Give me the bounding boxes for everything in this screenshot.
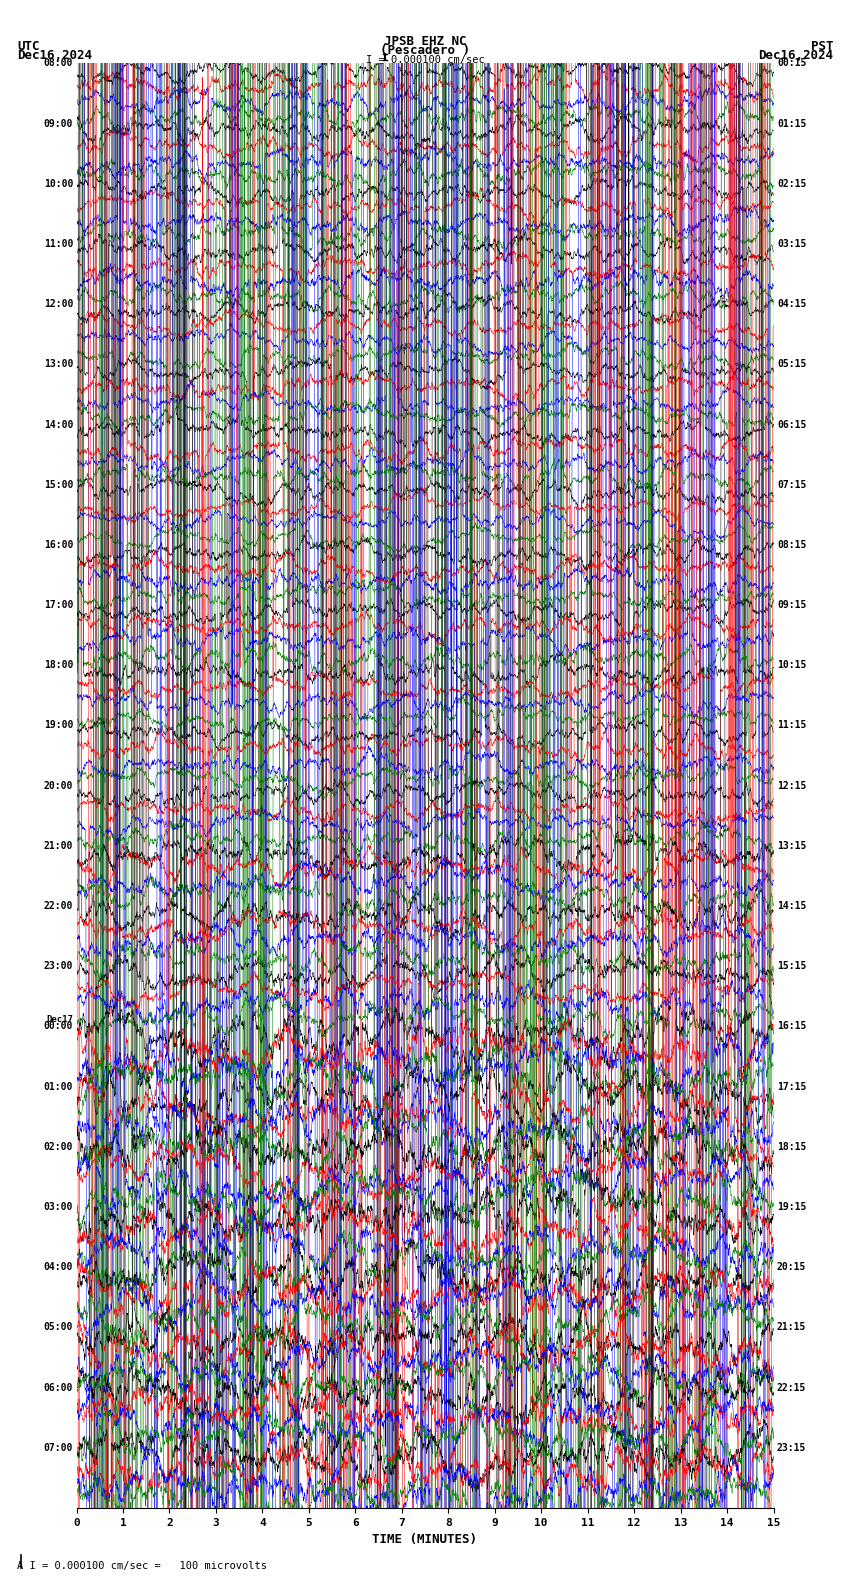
X-axis label: TIME (MINUTES): TIME (MINUTES) [372,1533,478,1546]
Text: 08:00: 08:00 [43,59,73,68]
Text: 19:00: 19:00 [43,721,73,730]
Text: 17:00: 17:00 [43,600,73,610]
Text: Dec16,2024: Dec16,2024 [758,49,833,62]
Text: (Pescadero ): (Pescadero ) [380,44,470,57]
Text: 02:15: 02:15 [777,179,807,188]
Text: PST: PST [811,40,833,52]
Text: 05:15: 05:15 [777,360,807,369]
Text: 16:00: 16:00 [43,540,73,550]
Text: 15:15: 15:15 [777,961,807,971]
Text: 22:15: 22:15 [777,1383,807,1392]
Text: 13:15: 13:15 [777,841,807,851]
Text: 11:15: 11:15 [777,721,807,730]
Text: 00:00: 00:00 [43,1022,73,1031]
Text: 09:15: 09:15 [777,600,807,610]
Text: 04:15: 04:15 [777,299,807,309]
Text: 05:00: 05:00 [43,1323,73,1332]
Text: 01:15: 01:15 [777,119,807,128]
Text: 07:00: 07:00 [43,1443,73,1453]
Text: 18:15: 18:15 [777,1142,807,1152]
Text: 03:00: 03:00 [43,1202,73,1212]
Text: 22:00: 22:00 [43,901,73,911]
Text: 13:00: 13:00 [43,360,73,369]
Text: 12:15: 12:15 [777,781,807,790]
Text: 21:00: 21:00 [43,841,73,851]
Text: 04:00: 04:00 [43,1262,73,1272]
Text: 01:00: 01:00 [43,1082,73,1091]
Text: 16:15: 16:15 [777,1022,807,1031]
Text: 15:00: 15:00 [43,480,73,489]
Text: 23:00: 23:00 [43,961,73,971]
Text: 17:15: 17:15 [777,1082,807,1091]
Text: 14:00: 14:00 [43,420,73,429]
Text: 10:15: 10:15 [777,661,807,670]
Text: 21:15: 21:15 [777,1323,807,1332]
Text: 11:00: 11:00 [43,239,73,249]
Text: 06:00: 06:00 [43,1383,73,1392]
Text: 12:00: 12:00 [43,299,73,309]
Text: 08:15: 08:15 [777,540,807,550]
Text: UTC: UTC [17,40,39,52]
Text: 06:15: 06:15 [777,420,807,429]
Text: 09:00: 09:00 [43,119,73,128]
Text: 20:15: 20:15 [777,1262,807,1272]
Text: 18:00: 18:00 [43,661,73,670]
Text: 00:15: 00:15 [777,59,807,68]
Text: 10:00: 10:00 [43,179,73,188]
Text: 14:15: 14:15 [777,901,807,911]
Text: Dec16,2024: Dec16,2024 [17,49,92,62]
Text: 02:00: 02:00 [43,1142,73,1152]
Text: I = 0.000100 cm/sec: I = 0.000100 cm/sec [366,55,484,65]
Text: 07:15: 07:15 [777,480,807,489]
Text: Dec17: Dec17 [46,1014,73,1023]
Text: A I = 0.000100 cm/sec =   100 microvolts: A I = 0.000100 cm/sec = 100 microvolts [17,1562,267,1571]
Text: 03:15: 03:15 [777,239,807,249]
Text: 19:15: 19:15 [777,1202,807,1212]
Text: 23:15: 23:15 [777,1443,807,1453]
Text: JPSB EHZ NC: JPSB EHZ NC [383,35,467,48]
Text: 20:00: 20:00 [43,781,73,790]
